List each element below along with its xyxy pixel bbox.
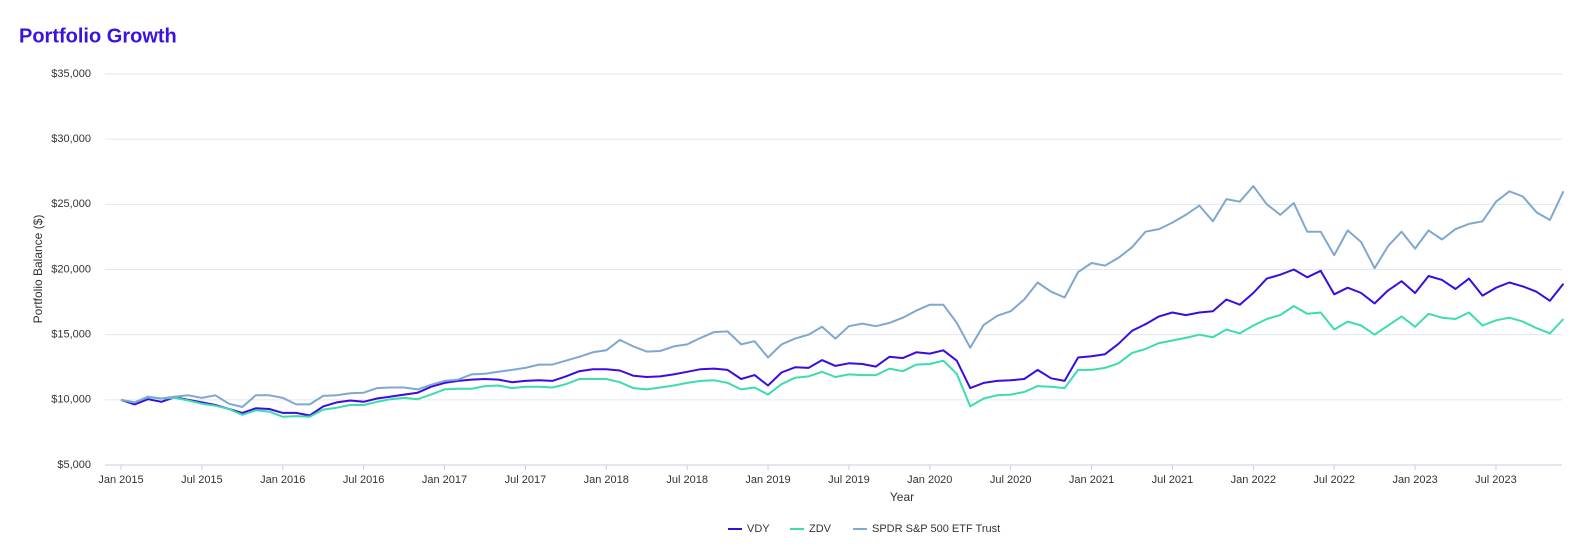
line-series [120, 185, 1565, 408]
x-tick-label: Jan 2018 [584, 474, 629, 486]
x-tick-label: Jan 2019 [745, 474, 790, 486]
y-tick-label: $35,000 [51, 68, 91, 80]
x-tick-label: Jan 2016 [260, 474, 305, 486]
y-tick-label: $5,000 [57, 459, 91, 471]
x-tick-label: Jan 2023 [1392, 474, 1437, 486]
x-tick-label: Jul 2017 [505, 474, 547, 486]
x-tick-label: Jul 2022 [1313, 474, 1355, 486]
y-tick-label: $25,000 [51, 198, 91, 210]
x-tick-label: Jan 2021 [1069, 474, 1114, 486]
x-tick-label: Jul 2021 [1152, 474, 1194, 486]
y-tick-label: $30,000 [51, 133, 91, 145]
x-tick-label: Jul 2018 [666, 474, 708, 486]
x-tick-label: Jan 2015 [98, 474, 143, 486]
x-tick-label: Jan 2022 [1231, 474, 1276, 486]
line-series [120, 305, 1565, 418]
line-series [120, 268, 1565, 417]
x-tick-label: Jul 2016 [343, 474, 385, 486]
x-tick-label: Jan 2020 [907, 474, 952, 486]
y-axis-title: Portfolio Balance ($) [31, 215, 45, 324]
x-tick-label: Jul 2020 [990, 474, 1032, 486]
legend-label: VDY [747, 523, 770, 535]
x-tick-label: Jul 2023 [1475, 474, 1517, 486]
x-tick-label: Jan 2017 [422, 474, 467, 486]
x-tick-label: Jul 2019 [828, 474, 870, 486]
y-tick-label: $15,000 [51, 329, 91, 341]
x-tick-label: Jul 2015 [181, 474, 223, 486]
y-tick-label: $10,000 [51, 394, 91, 406]
legend-label: SPDR S&P 500 ETF Trust [872, 523, 1000, 535]
legend-label: ZDV [809, 523, 832, 535]
chart-title: Portfolio Growth [19, 25, 177, 47]
x-axis-title: Year [890, 490, 914, 504]
y-tick-label: $20,000 [51, 263, 91, 275]
